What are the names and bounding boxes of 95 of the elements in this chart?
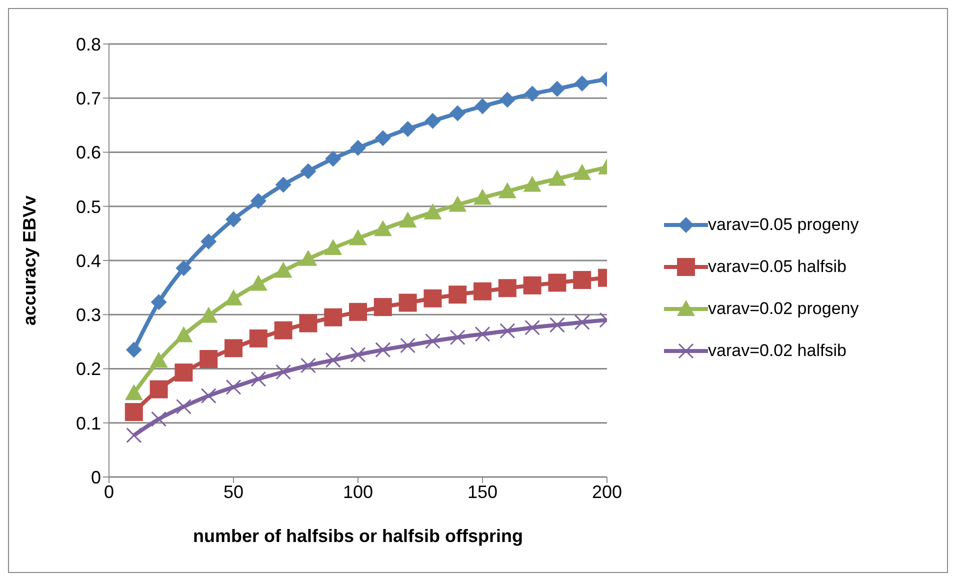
point xyxy=(523,176,542,192)
legend-label: varav=0.05 progeny xyxy=(708,215,859,235)
point xyxy=(124,403,143,422)
point xyxy=(200,234,217,250)
point xyxy=(474,326,490,342)
point xyxy=(400,338,416,354)
x-tick-label: 0 xyxy=(104,482,114,502)
point xyxy=(499,92,516,108)
x-tick-label: 100 xyxy=(342,482,374,502)
point xyxy=(200,388,216,404)
point xyxy=(224,339,242,358)
point xyxy=(350,346,366,362)
point xyxy=(548,274,566,292)
y-tick-label: 0.2 xyxy=(76,359,101,380)
point xyxy=(325,352,341,368)
point xyxy=(150,352,168,368)
point xyxy=(574,314,590,330)
point xyxy=(474,188,492,205)
point xyxy=(249,274,268,291)
y-tick-label: 0.7 xyxy=(76,88,101,109)
point xyxy=(176,398,192,414)
point xyxy=(224,289,242,306)
point xyxy=(226,379,242,395)
y-tick-label: 0.4 xyxy=(76,250,101,271)
point xyxy=(300,163,316,180)
point xyxy=(275,176,292,193)
point xyxy=(549,317,565,333)
point xyxy=(450,105,466,122)
point xyxy=(574,76,590,92)
point xyxy=(249,329,268,348)
y-tick-label: 0 xyxy=(90,467,101,488)
legend-label: varav=0.02 halfsib xyxy=(708,341,846,361)
point xyxy=(548,170,566,186)
point xyxy=(498,279,516,298)
legend-label: varav=0.05 halfsib xyxy=(708,257,846,277)
point xyxy=(151,411,167,427)
point xyxy=(448,286,467,304)
y-tick-label: 0.5 xyxy=(76,196,101,217)
point xyxy=(150,380,168,398)
point xyxy=(424,289,442,308)
point xyxy=(398,294,417,312)
point xyxy=(374,130,391,146)
point xyxy=(523,276,542,294)
point xyxy=(573,270,592,289)
y-tick-label: 0.1 xyxy=(76,413,101,434)
point xyxy=(349,302,367,321)
point xyxy=(299,250,318,266)
point xyxy=(448,196,467,212)
y-tick-label: 0.3 xyxy=(76,305,101,326)
point xyxy=(325,150,342,167)
point xyxy=(424,112,441,129)
y-tick-label: 0.6 xyxy=(76,142,101,163)
point xyxy=(500,323,516,339)
point xyxy=(200,350,218,368)
x-tick-label: 150 xyxy=(467,482,498,502)
y-tick-label: 0.8 xyxy=(76,34,101,54)
point xyxy=(226,211,242,228)
point xyxy=(276,364,292,380)
point xyxy=(300,358,316,374)
point xyxy=(398,211,417,228)
point xyxy=(549,80,566,97)
point xyxy=(474,282,492,300)
point xyxy=(274,262,292,278)
point xyxy=(524,320,540,336)
point xyxy=(250,371,266,387)
point xyxy=(174,326,193,342)
point xyxy=(400,120,416,137)
point xyxy=(498,182,516,198)
point xyxy=(524,86,540,102)
x-tick-label: 50 xyxy=(223,482,244,502)
point xyxy=(450,330,466,346)
point xyxy=(250,192,266,209)
point xyxy=(174,364,193,382)
x-tick-label: 200 xyxy=(592,482,622,502)
x-axis-title: number of halfsibs or halfsib offspring xyxy=(192,526,524,546)
point xyxy=(350,140,366,156)
point xyxy=(573,164,592,180)
point xyxy=(324,308,342,326)
point xyxy=(424,333,440,349)
point xyxy=(299,314,318,332)
point xyxy=(374,298,392,316)
point xyxy=(324,239,342,256)
point xyxy=(349,229,367,246)
point xyxy=(150,294,167,310)
y-axis-title: accuracy EBVv xyxy=(19,195,40,326)
point xyxy=(375,342,391,358)
point xyxy=(126,428,142,444)
point xyxy=(474,98,490,114)
legend-label: varav=0.02 progeny xyxy=(708,299,859,319)
point xyxy=(176,260,192,276)
point xyxy=(126,342,142,358)
point xyxy=(424,203,442,220)
point xyxy=(374,220,392,236)
point xyxy=(124,384,143,400)
point xyxy=(274,321,292,340)
